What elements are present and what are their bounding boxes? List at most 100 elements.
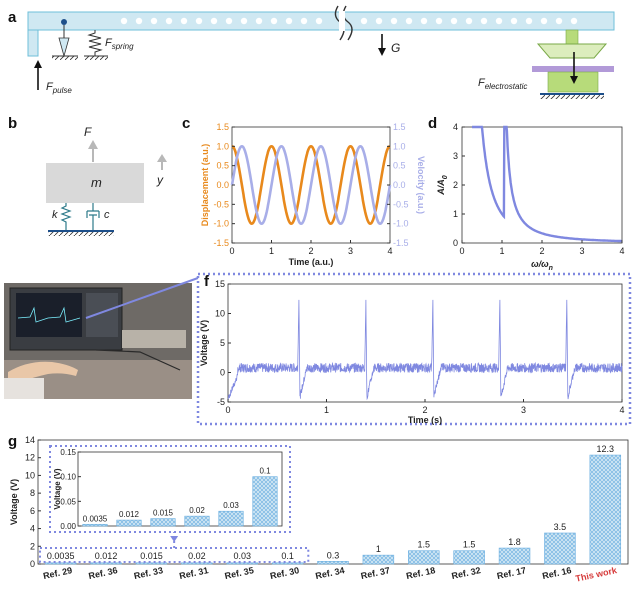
chart-f-ytick-label: 0: [220, 368, 225, 378]
inset-frame: [49, 445, 291, 533]
electrode-ground: [540, 95, 604, 99]
chart-g-bar: [226, 562, 258, 565]
chart-g-bar: [181, 562, 213, 565]
chart-d-xtick-label: 1: [499, 246, 504, 256]
chart-c-ytick-right-label: 1.0: [393, 141, 406, 151]
chart-c-ytick-right-label: 0.0: [393, 180, 406, 190]
chart-g-bar: [271, 562, 304, 565]
pivot-support: [58, 37, 70, 58]
chart-g-ytick-label: 8: [30, 488, 35, 498]
chart-g-category-label: Ref. 30: [269, 565, 300, 581]
chart-g-category-label: Ref. 32: [451, 565, 482, 581]
chart-c-ytick-right-label: 0.5: [393, 161, 406, 171]
chart-c-xlabel: Time (a.u.): [289, 257, 334, 267]
chart-f-ytick-label: 10: [215, 309, 225, 319]
force-arrowhead: [88, 140, 98, 149]
chart-f-xtick-label: 3: [521, 405, 526, 415]
beam-hole: [165, 17, 173, 25]
chart-d-ylabel: A/A0: [436, 175, 449, 196]
callout-line: [85, 277, 199, 319]
pivot-point: [61, 19, 67, 25]
beam-hole: [540, 17, 548, 25]
chart-g-value-label: 0.012: [95, 551, 118, 561]
chart-g-category-label: Ref. 35: [224, 565, 255, 581]
beam-hole: [375, 17, 383, 25]
panel-label-d: d: [428, 115, 437, 132]
chart-g: 14 12 10 8 6 4 2 0 Voltage (V) 0.0035 Ref. 29 0.012…: [9, 435, 629, 584]
chart-g-ytick-label: 10: [25, 470, 35, 480]
chart-g-ytick-label: 14: [25, 435, 35, 445]
inset-ylabel: Voltage (V): [53, 468, 62, 510]
chart-g-bar: [589, 454, 622, 565]
chart-d-ytick-label: 2: [453, 180, 458, 190]
inset-value-label: 0.015: [153, 509, 174, 518]
chart-g-value-label: 0.03: [233, 551, 251, 561]
chart-g-bar: [44, 562, 77, 565]
chart-g-value-label: 1: [376, 544, 381, 554]
chart-f-ytick-label: 15: [215, 279, 225, 289]
chart-g-ylabel: Voltage (V): [9, 479, 19, 525]
inset-ytick-label: 0.00: [60, 522, 76, 531]
chart-g-category-label: Ref. 18: [405, 565, 436, 581]
chart-d-ytick-label: 0: [453, 238, 458, 248]
beam-hole: [240, 17, 248, 25]
chart-g-category-label: Ref. 31: [178, 565, 209, 581]
chart-c-ytick-right-label: 1.5: [393, 122, 406, 132]
chart-c-xtick-label: 3: [348, 246, 353, 256]
chart-g-bar: [453, 550, 485, 565]
chart-c-ytick-left-label: -1.0: [213, 219, 229, 229]
beam-hole: [195, 17, 203, 25]
chart-g-zoom-arrow: [170, 536, 179, 542]
chart-f-frame: [227, 283, 623, 403]
y-label: y: [156, 173, 164, 187]
beam-hole: [120, 17, 128, 25]
chart-g-value-label: 1.8: [508, 537, 521, 547]
inset-ytick-label: 0.05: [60, 497, 76, 506]
chart-c-ytick-right-label: -0.5: [393, 199, 409, 209]
inset-bar: [82, 523, 108, 527]
inset-ytick-label: 0.15: [60, 448, 76, 457]
chart-c-xtick-label: 1: [269, 246, 274, 256]
inset-value-label: 0.0035: [83, 514, 108, 523]
beam-hole: [495, 17, 503, 25]
beam-hole: [300, 17, 308, 25]
chart-d-frame: [461, 126, 623, 244]
chart-d-xlabel: ω/ωn: [531, 259, 553, 272]
panel-label-f: f: [204, 273, 210, 290]
chart-g-category-label: Ref. 17: [496, 565, 527, 581]
inset-ytick-label: 0.10: [60, 473, 76, 482]
chart-c-ytick-left-label: 0.0: [216, 180, 229, 190]
chart-d-ylabel-sub: 0: [442, 175, 449, 179]
chart-f-xtick-label: 2: [422, 405, 427, 415]
chart-g-ytick-label: 12: [25, 453, 35, 463]
chart-d-curve: [472, 125, 622, 243]
chart-d-xtick-label: 2: [539, 246, 544, 256]
chart-c-xtick-label: 4: [387, 246, 392, 256]
chart-g-value-label: 3.5: [554, 522, 567, 532]
inset-bar: [116, 519, 142, 527]
beam-hole: [525, 17, 533, 25]
beam-hole: [180, 17, 188, 25]
chart-c-ytick-left-label: -1.5: [213, 238, 229, 248]
mass-block: [46, 163, 144, 203]
chart-d-ytick-label: 3: [453, 151, 458, 161]
beam-hole: [465, 17, 473, 25]
chart-f-trace: [227, 299, 623, 401]
chart-d-ylabel-main: A/A: [436, 179, 446, 196]
tip-stem: [565, 29, 579, 45]
panel-label-c: c: [182, 115, 190, 132]
oscilloscope-screen: [16, 293, 82, 337]
panel-b-diagram: F m y k c: [46, 125, 167, 236]
f-electrostatic-label: Felectrostatic: [478, 77, 527, 91]
force-label-F: F: [84, 125, 92, 139]
chart-f-xtick-label: 0: [225, 405, 230, 415]
chart-d-ytick-label: 1: [453, 209, 458, 219]
chart-g-zoom-box: [39, 547, 310, 563]
spring-icon: [87, 30, 103, 56]
beam-hole: [270, 17, 278, 25]
y-axis-arrowhead: [157, 154, 167, 162]
beam-hole: [390, 17, 398, 25]
oscilloscope-panel: [86, 293, 118, 337]
